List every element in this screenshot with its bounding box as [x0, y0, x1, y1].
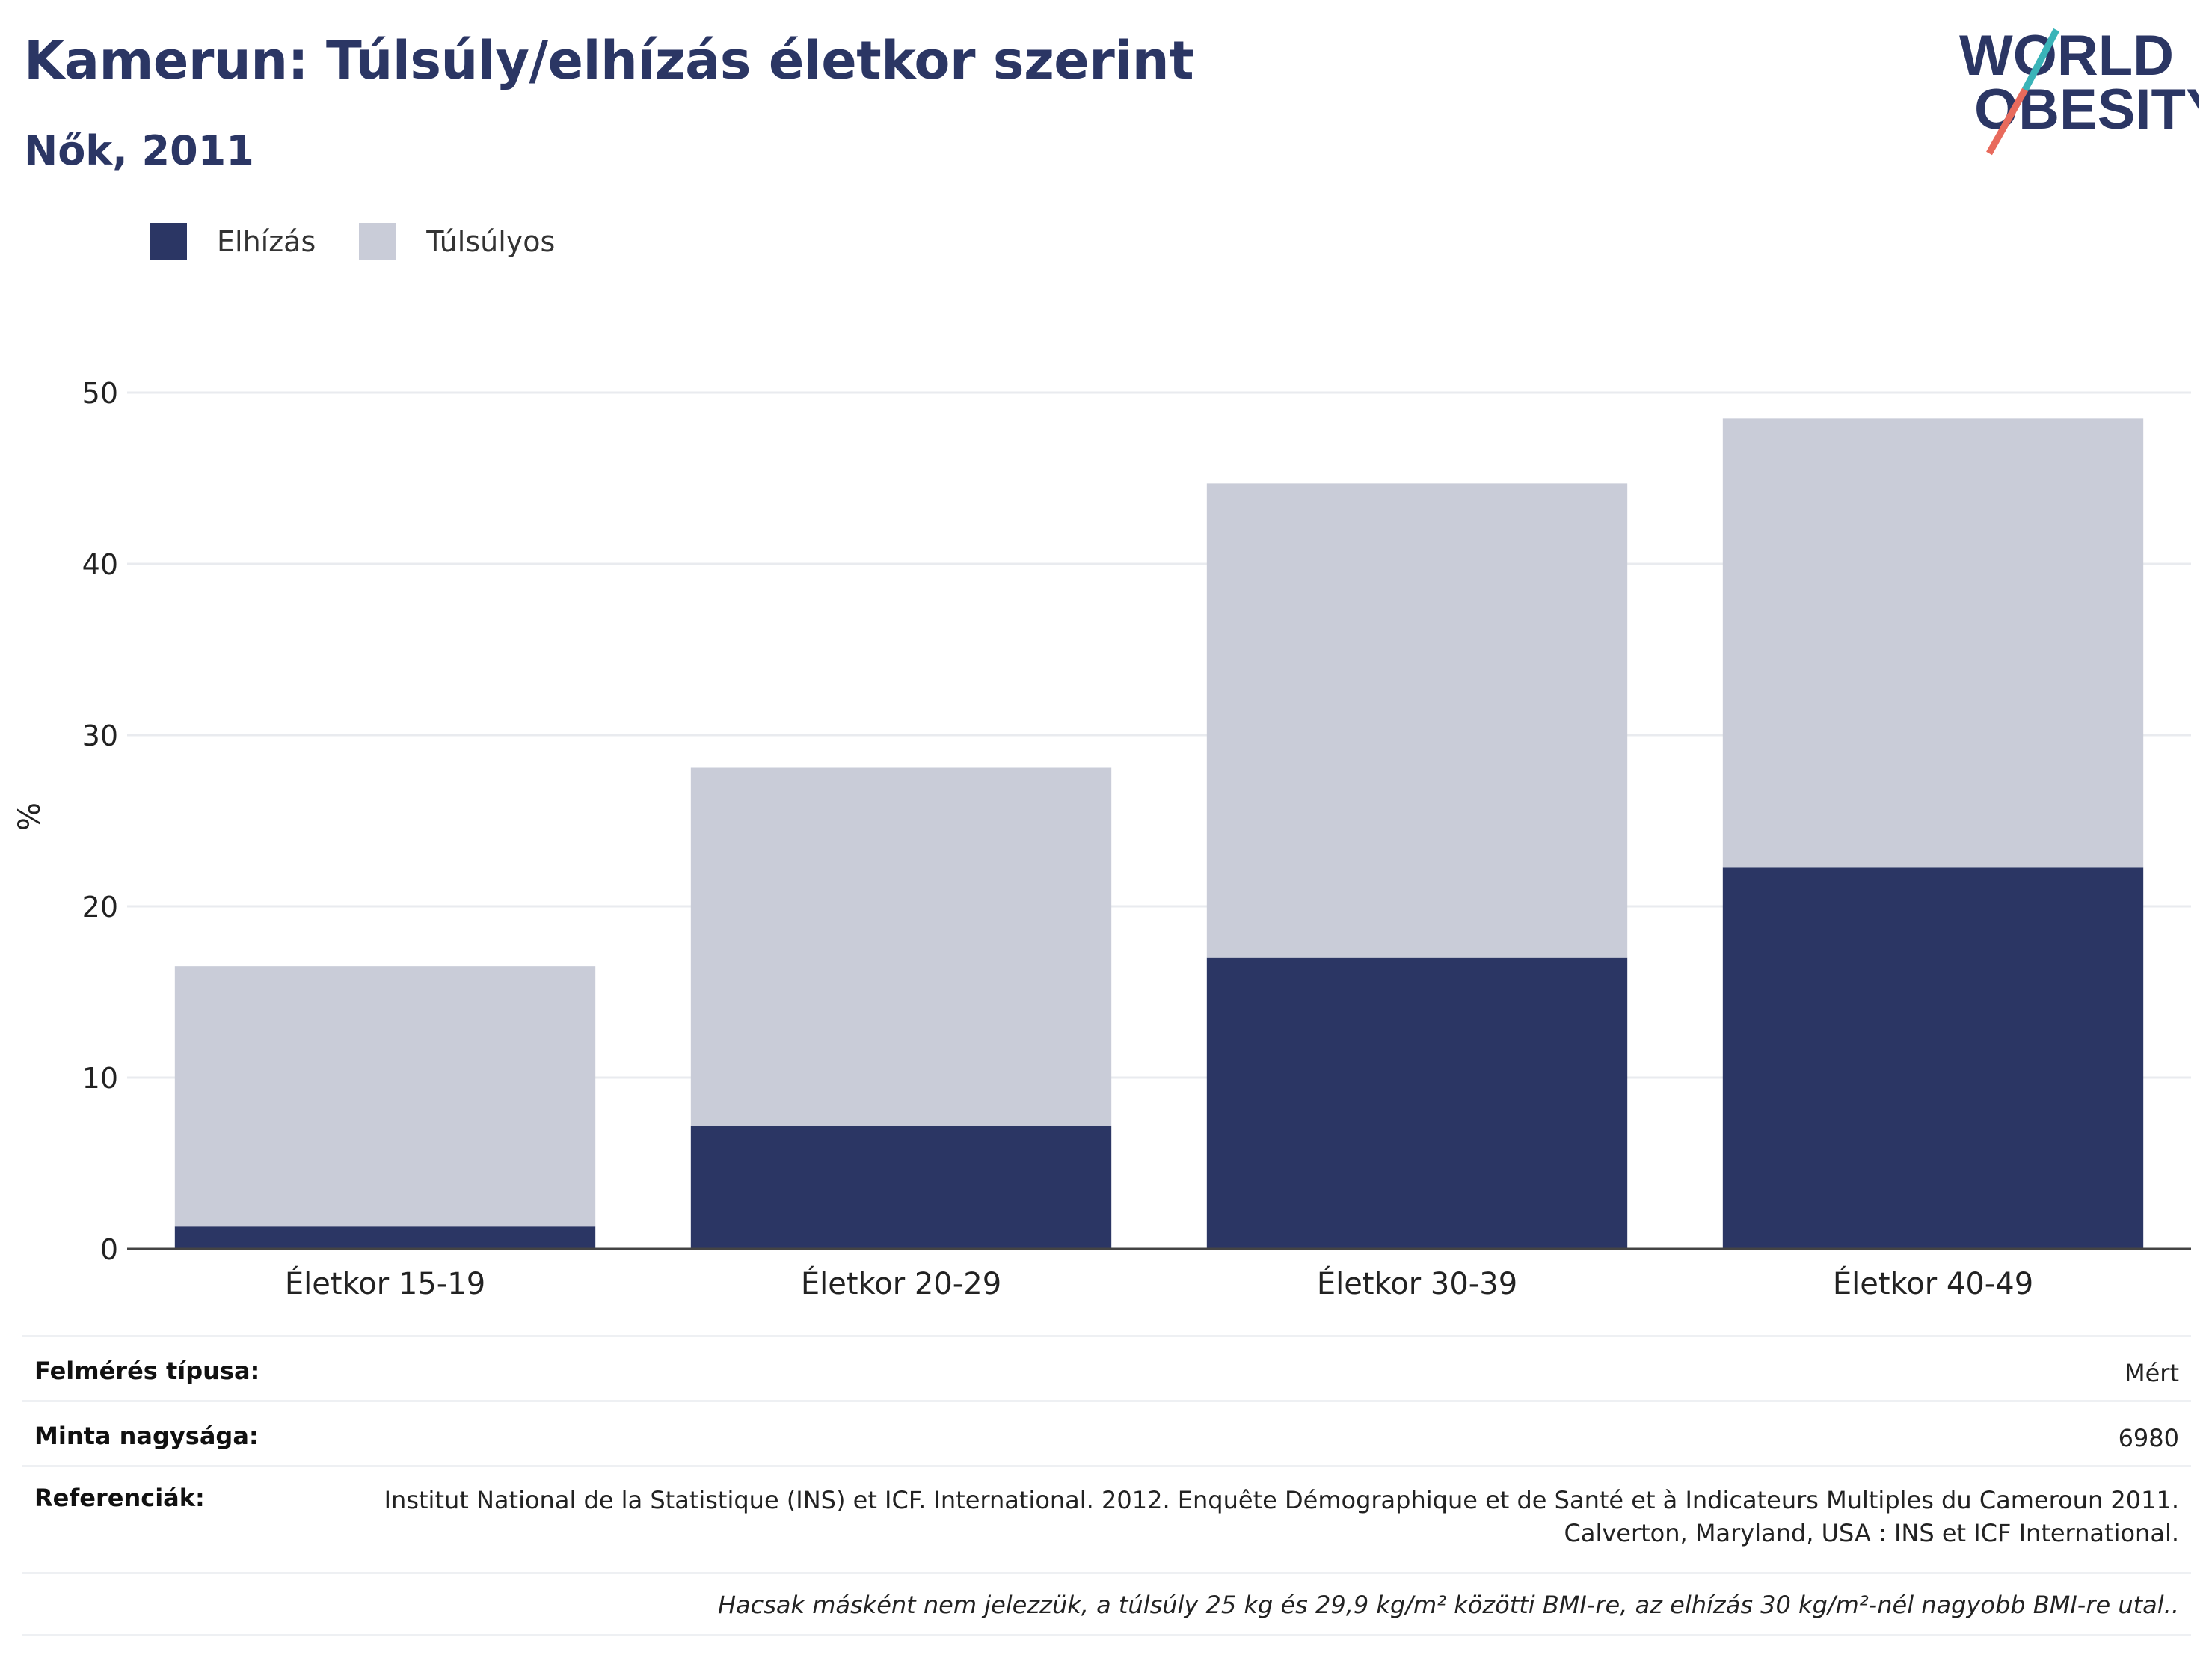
survey-type-label: Felmérés típusa:: [34, 1357, 260, 1385]
references-label: Referenciák:: [34, 1484, 205, 1512]
sample-size-value: 6980: [2118, 1424, 2179, 1452]
x-tick-label: Életkor 30-39: [1317, 1265, 1517, 1301]
legend: Elhízás Túlsúlyos: [150, 223, 598, 260]
legend-swatch-obesity: [150, 223, 187, 260]
legend-swatch-overweight: [359, 223, 397, 260]
info-row-sample-size: Minta nagysága: 6980: [22, 1400, 2191, 1465]
bar-obesity: [690, 1126, 1112, 1249]
bar-overweight: [1722, 418, 2144, 868]
info-row-references: Referenciák: Institut National de la Sta…: [22, 1465, 2191, 1572]
definition-note: Hacsak másként nem jelezzük, a túlsúly 2…: [22, 1572, 2191, 1636]
x-tick-label: Életkor 20-29: [801, 1265, 1001, 1301]
info-row-survey-type: Felmérés típusa: Mért: [22, 1335, 2191, 1400]
logo-slash-teal: [2022, 28, 2059, 92]
sample-size-label: Minta nagysága:: [34, 1422, 259, 1450]
references-value: Institut National de la Statistique (INS…: [384, 1486, 2179, 1547]
bar-overweight: [174, 966, 596, 1227]
stacked-bar-chart: 0 10 20 30 40 50 Életkor 15-19 Életkor 20-29 Éle…: [82, 377, 2191, 1301]
world-obesity-logo: WORLD OBESITY: [1959, 24, 2199, 156]
bar-obesity: [174, 1226, 596, 1249]
chart-subtitle: Nők, 2011: [24, 127, 254, 174]
legend-label-obesity: Elhízás: [217, 225, 316, 258]
x-tick-label: Életkor 15-19: [285, 1265, 485, 1301]
y-tick-label: 0: [100, 1233, 118, 1266]
logo-slash-red: [1986, 87, 2028, 156]
y-tick-label: 20: [82, 891, 118, 924]
bar-obesity: [1206, 957, 1628, 1249]
y-tick-label: 10: [82, 1062, 118, 1095]
bar-obesity: [1722, 867, 2144, 1249]
legend-item-overweight[interactable]: Túlsúlyos: [359, 223, 555, 260]
y-tick-label: 30: [82, 719, 118, 752]
bar-overweight: [1206, 483, 1628, 958]
legend-label-overweight: Túlsúlyos: [426, 225, 556, 258]
chart-title: Kamerun: Túlsúly/elhízás életkor szerint: [24, 30, 1194, 91]
y-tick-label: 40: [82, 548, 118, 581]
legend-item-obesity[interactable]: Elhízás: [150, 223, 316, 260]
info-table: Felmérés típusa: Mért Minta nagysága: 69…: [22, 1335, 2191, 1636]
y-tick-label: 50: [82, 377, 118, 410]
logo-line-1: WORLD: [1959, 24, 2174, 87]
x-tick-label: Életkor 40-49: [1833, 1265, 2033, 1301]
bar-overweight: [690, 767, 1112, 1126]
survey-type-value: Mért: [2125, 1359, 2179, 1387]
